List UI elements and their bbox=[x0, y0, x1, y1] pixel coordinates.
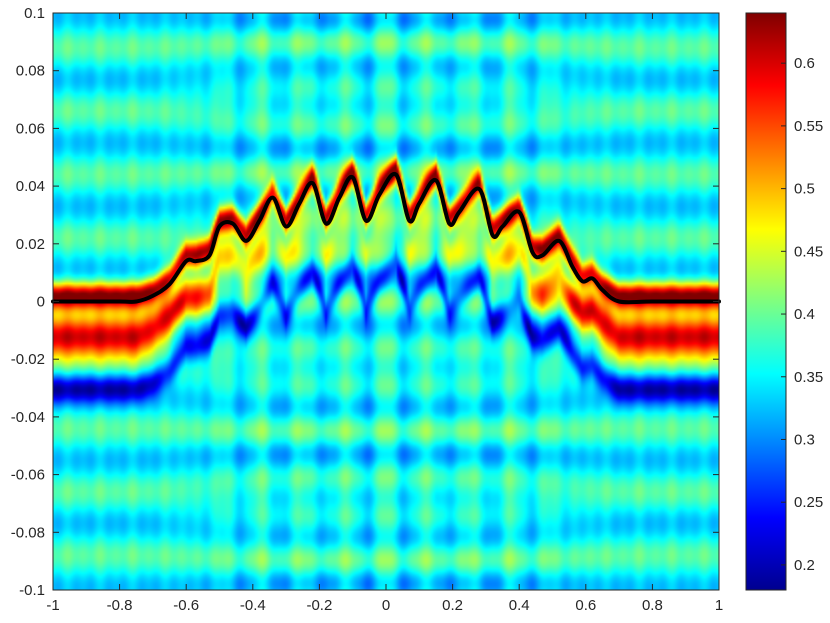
x-tick-label: -0.6 bbox=[173, 597, 199, 614]
heatmap-area bbox=[53, 13, 719, 590]
colorbar-ticks: 0.2 0.25 0.3 0.35 0.4 0.45 0.5 0.55 0.6 bbox=[781, 55, 823, 574]
y-tick-label: 0 bbox=[37, 294, 45, 311]
y-tick-label: 0.02 bbox=[16, 236, 45, 253]
y-tick-label: 0.1 bbox=[24, 5, 45, 22]
colorbar-tick-label: 0.2 bbox=[794, 557, 815, 574]
x-tick-label: 1 bbox=[715, 597, 723, 614]
x-tick-label: 0.8 bbox=[642, 597, 663, 614]
y-tick-label: -0.02 bbox=[11, 351, 45, 368]
x-tick-label: -1 bbox=[46, 597, 59, 614]
colorbar-tick-label: 0.6 bbox=[794, 55, 815, 72]
heatmap-image bbox=[53, 13, 719, 590]
x-tick-label: 0.4 bbox=[509, 597, 530, 614]
y-tick-label: 0.08 bbox=[16, 63, 45, 80]
surface-curve bbox=[51, 171, 721, 305]
colorbar-tick-label: 0.4 bbox=[794, 306, 815, 323]
y-tick-label: 0.06 bbox=[16, 120, 45, 137]
x-tick-label: -0.4 bbox=[240, 597, 266, 614]
colorbar-tick-label: 0.55 bbox=[794, 118, 823, 135]
colorbar-bar bbox=[745, 12, 787, 591]
y-axis: -0.1 -0.08 -0.06 -0.04 -0.02 0 0.02 0.04 0.06 0.0… bbox=[11, 5, 719, 599]
y-tick-label: -0.08 bbox=[11, 524, 45, 541]
x-tick-label: -0.8 bbox=[107, 597, 133, 614]
x-tick-label: 0.6 bbox=[575, 597, 596, 614]
x-tick-label: 0.2 bbox=[442, 597, 463, 614]
y-tick-label: -0.06 bbox=[11, 467, 45, 484]
x-axis: -1 -0.8 -0.6 -0.4 -0.2 0 0.2 0.4 0.6 0.8 1 bbox=[46, 13, 723, 614]
colorbar-tick-label: 0.35 bbox=[794, 369, 823, 386]
x-tick-label: 0 bbox=[382, 597, 390, 614]
heatmap-image-holder bbox=[53, 13, 719, 590]
colorbar-tick-label: 0.25 bbox=[794, 494, 823, 511]
y-tick-label: -0.1 bbox=[19, 582, 45, 599]
colorbar-tick-label: 0.5 bbox=[794, 181, 815, 198]
colorbar-tick-label: 0.3 bbox=[794, 431, 815, 448]
colorbar-tick-label: 0.45 bbox=[794, 243, 823, 260]
y-tick-label: -0.04 bbox=[11, 409, 45, 426]
colorbar: 0.2 0.25 0.3 0.35 0.4 0.45 0.5 0.55 0.6 bbox=[745, 12, 823, 591]
y-tick-label: 0.04 bbox=[16, 178, 45, 195]
x-tick-label: -0.2 bbox=[306, 597, 332, 614]
